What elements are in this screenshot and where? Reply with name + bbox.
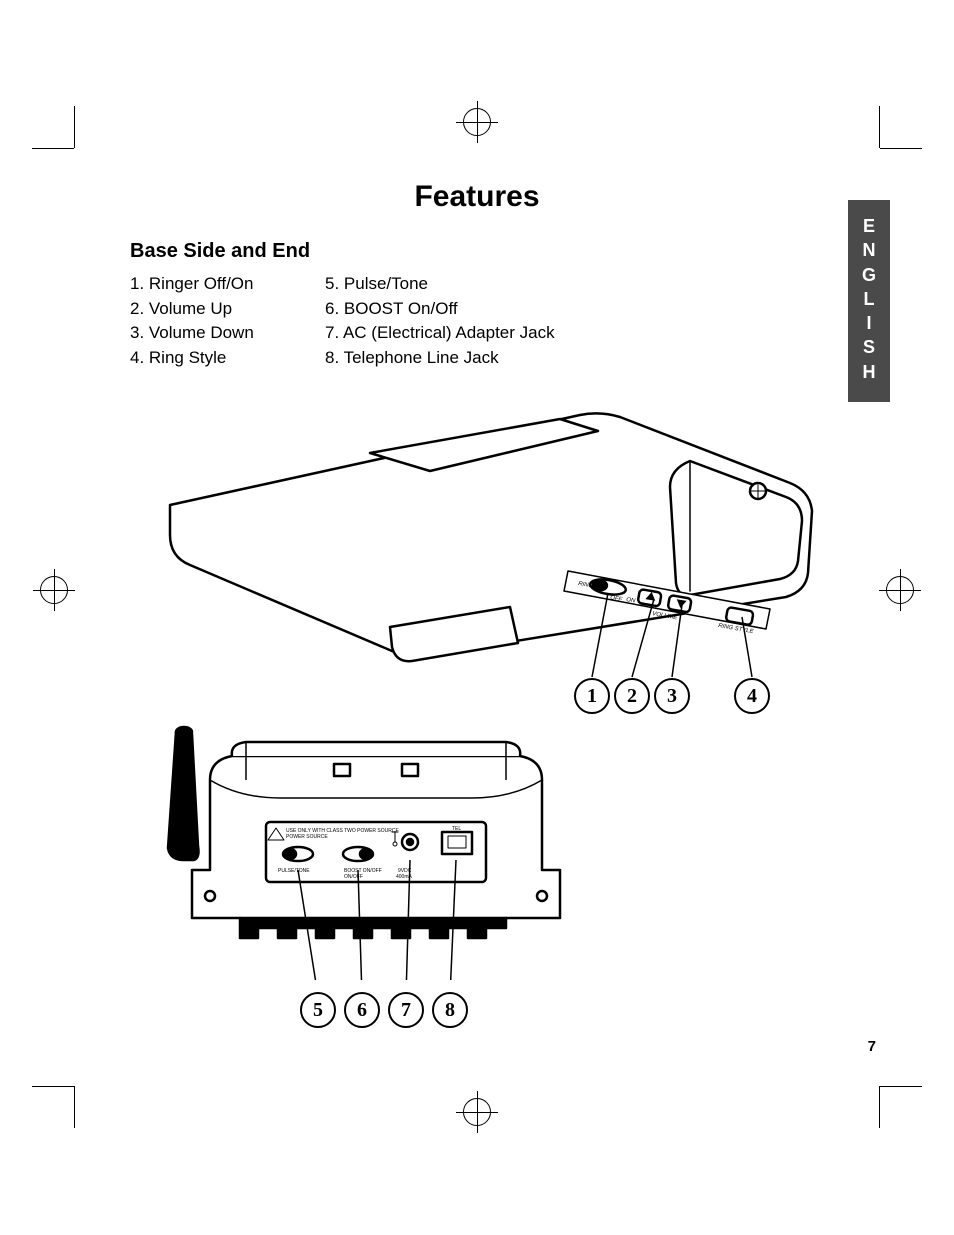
feature-item: 4. Ring Style xyxy=(130,346,254,371)
feature-item: 6. BOOST On/Off xyxy=(325,297,555,322)
lang-letter: E xyxy=(848,214,890,238)
crop-mark xyxy=(32,148,74,149)
registration-mark xyxy=(886,576,914,604)
feature-item: 5. Pulse/Tone xyxy=(325,272,555,297)
callout-4: 4 xyxy=(734,678,770,714)
callout-5: 5 xyxy=(300,992,336,1028)
svg-text:POWER SOURCE: POWER SOURCE xyxy=(286,834,328,840)
callout-8: 8 xyxy=(432,992,468,1028)
feature-item: 8. Telephone Line Jack xyxy=(325,346,555,371)
registration-mark xyxy=(463,1098,491,1126)
lang-letter: G xyxy=(848,263,890,287)
feature-item: 1. Ringer Off/On xyxy=(130,272,254,297)
registration-mark xyxy=(40,576,68,604)
page-title: Features xyxy=(0,180,954,214)
feature-item: 2. Volume Up xyxy=(130,297,254,322)
svg-text:ON/OFF: ON/OFF xyxy=(344,874,363,880)
callout-3: 3 xyxy=(654,678,690,714)
feature-item: 7. AC (Electrical) Adapter Jack xyxy=(325,321,555,346)
svg-text:PULSE/TONE: PULSE/TONE xyxy=(278,868,310,874)
crop-mark xyxy=(879,1086,880,1128)
callout-6: 6 xyxy=(344,992,380,1028)
crop-mark xyxy=(74,106,75,148)
diagram-base-end: USE ONLY WITH CLASS TWO POWER SOURCE POW… xyxy=(140,720,600,980)
callout-2: 2 xyxy=(614,678,650,714)
page-number: 7 xyxy=(868,1038,876,1055)
feature-list-col2: 5. Pulse/Tone 6. BOOST On/Off 7. AC (Ele… xyxy=(325,272,555,371)
crop-mark xyxy=(880,1086,922,1087)
crop-mark xyxy=(74,1086,75,1128)
lang-letter: L xyxy=(848,287,890,311)
crop-mark xyxy=(879,106,880,148)
language-tab: E N G L I S H xyxy=(848,200,890,402)
callout-1: 1 xyxy=(574,678,610,714)
lang-letter: N xyxy=(848,238,890,262)
callout-7: 7 xyxy=(388,992,424,1028)
feature-item: 3. Volume Down xyxy=(130,321,254,346)
registration-mark xyxy=(463,108,491,136)
crop-mark xyxy=(32,1086,74,1087)
section-heading: Base Side and End xyxy=(130,240,310,263)
svg-text:TEL: TEL xyxy=(452,826,461,832)
lang-letter: S xyxy=(848,335,890,359)
lang-letter: I xyxy=(848,311,890,335)
feature-list-col1: 1. Ringer Off/On 2. Volume Up 3. Volume … xyxy=(130,272,254,371)
lang-letter: H xyxy=(848,360,890,384)
crop-mark xyxy=(880,148,922,149)
diagram-base-side: RINGER OFF ON VOLUME RING STYLE xyxy=(130,395,830,685)
